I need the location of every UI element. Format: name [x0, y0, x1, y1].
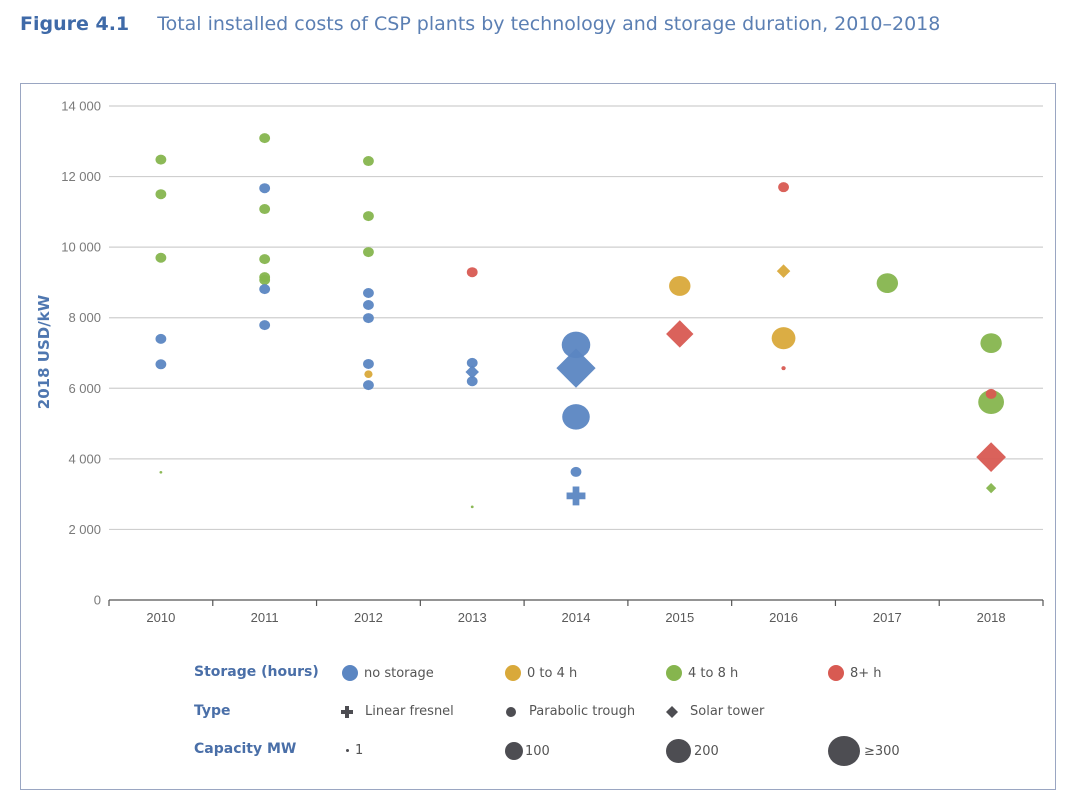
data-point-solar-tower — [776, 264, 791, 278]
data-point-parabolic-trough — [363, 247, 374, 258]
data-point-parabolic-trough — [155, 189, 167, 200]
figure-title: Figure 4.1 Total installed costs of CSP … — [20, 13, 940, 35]
data-point-parabolic-trough — [155, 333, 167, 344]
x-tick-label: 2012 — [354, 610, 383, 625]
chart-frame — [20, 83, 1056, 790]
data-point-parabolic-trough — [364, 370, 373, 378]
data-point-solar-tower — [985, 483, 997, 494]
y-tick-label: 2 000 — [68, 522, 101, 537]
data-point-parabolic-trough — [363, 300, 374, 311]
data-point-parabolic-trough — [259, 320, 271, 331]
x-axis: 2010 2011 2012 2013 2014 2015 2016 2017 2018 — [108, 599, 1044, 625]
x-tick-label: 2011 — [251, 610, 279, 625]
data-point-parabolic-trough — [159, 470, 163, 474]
data-point-parabolic-trough — [363, 313, 374, 324]
figure-caption: Total installed costs of CSP plants by t… — [157, 13, 941, 35]
data-point-parabolic-trough — [771, 327, 796, 350]
data-point-parabolic-trough — [669, 276, 691, 296]
data-point-linear-fresnel — [566, 486, 586, 506]
x-tick-label: 2014 — [562, 610, 591, 625]
data-point-parabolic-trough — [562, 404, 590, 430]
data-point-parabolic-trough — [259, 183, 271, 194]
data-point-parabolic-trough — [781, 366, 786, 371]
data-point-parabolic-trough — [155, 359, 167, 370]
data-point-parabolic-trough — [466, 376, 478, 387]
data-point-solar-tower — [556, 348, 596, 388]
y-tick-label: 8 000 — [68, 310, 101, 325]
x-tick-label: 2018 — [977, 610, 1006, 625]
data-point-parabolic-trough — [363, 380, 374, 391]
data-point-parabolic-trough — [466, 357, 478, 368]
data-point-parabolic-trough — [259, 274, 271, 285]
y-axis-ticks: 0 2 000 4 000 6 000 8 000 10 000 12 000 14 000 — [61, 99, 101, 608]
data-point-parabolic-trough — [561, 331, 591, 359]
data-point-parabolic-trough — [155, 154, 167, 165]
x-tick-label: 2017 — [873, 610, 902, 625]
y-tick-label: 14 000 — [61, 99, 101, 114]
data-point-parabolic-trough — [466, 267, 478, 278]
data-point-parabolic-trough — [363, 156, 374, 167]
data-point-solar-tower — [976, 442, 1006, 472]
data-point-parabolic-trough — [363, 358, 374, 369]
data-point-parabolic-trough — [363, 211, 374, 222]
data-point-parabolic-trough — [259, 284, 271, 295]
data-point-parabolic-trough — [363, 288, 374, 299]
x-tick-label: 2010 — [146, 610, 175, 625]
y-tick-label: 6 000 — [68, 381, 101, 396]
data-point-solar-tower — [666, 320, 694, 348]
gridlines — [109, 105, 1043, 531]
y-tick-label: 0 — [94, 593, 101, 608]
data-point-parabolic-trough — [155, 252, 167, 263]
data-point-solar-tower — [465, 365, 479, 379]
figure-number: Figure 4.1 — [20, 13, 130, 35]
data-point-parabolic-trough — [778, 182, 789, 193]
data-point-parabolic-trough — [978, 390, 1005, 414]
data-point-parabolic-trough — [259, 254, 271, 265]
data-point-parabolic-trough — [259, 133, 271, 144]
y-axis-label: 2018 USD/kW — [35, 294, 53, 409]
y-tick-label: 10 000 — [61, 240, 101, 255]
x-tick-label: 2013 — [458, 610, 487, 625]
x-tick-label: 2016 — [769, 610, 798, 625]
data-point-parabolic-trough — [876, 273, 899, 294]
data-point-parabolic-trough — [470, 505, 474, 509]
data-points — [155, 133, 1006, 509]
data-point-parabolic-trough — [980, 333, 1002, 354]
y-tick-label: 4 000 — [68, 451, 101, 466]
y-tick-label: 12 000 — [61, 169, 101, 184]
data-point-parabolic-trough — [259, 204, 271, 215]
data-point-parabolic-trough — [985, 388, 997, 399]
x-tick-label: 2015 — [665, 610, 694, 625]
data-point-parabolic-trough — [570, 466, 582, 477]
